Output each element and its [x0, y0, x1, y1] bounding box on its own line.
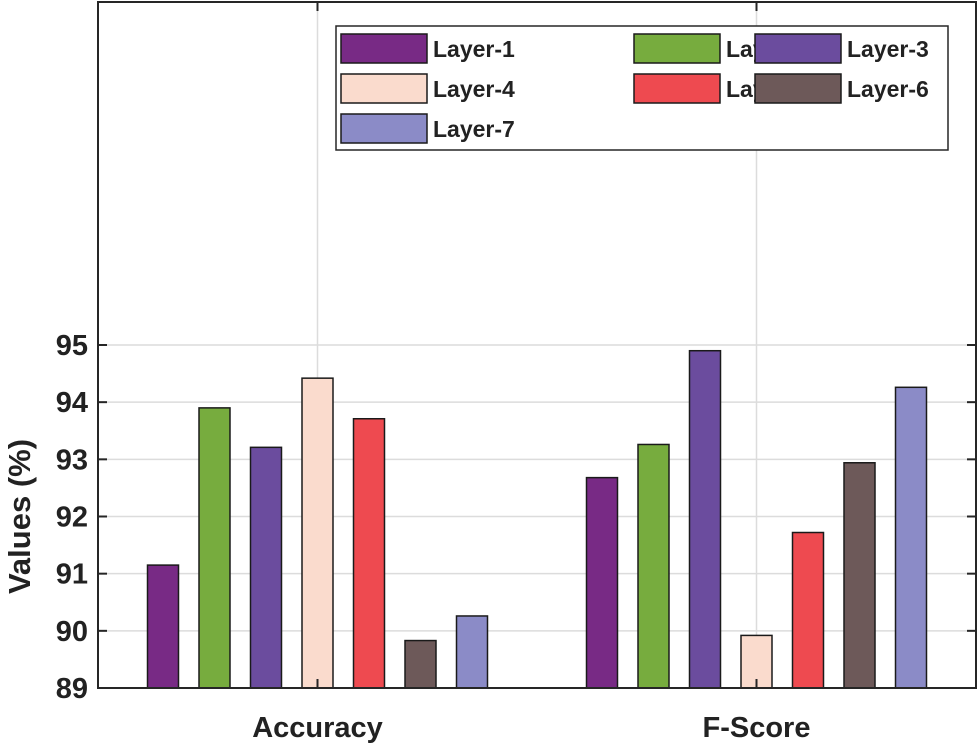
bar-layer-1-f-score	[585, 476, 619, 689]
legend-label-layer-4: Layer-4	[433, 76, 515, 102]
y-tick-label: 95	[56, 330, 88, 362]
legend-swatch-layer-7	[340, 113, 428, 144]
bar-layer-6-accuracy	[404, 639, 437, 689]
bar-layer-3-f-score	[688, 349, 722, 689]
y-tick-label: 94	[56, 387, 88, 419]
legend-swatch-layer-4	[340, 73, 428, 104]
grid-layer	[98, 2, 976, 689]
y-axis-title: Values (%)	[2, 439, 37, 594]
legend-swatch-layer-3	[754, 33, 842, 64]
bar-layer-7-f-score	[894, 386, 928, 689]
legend-swatch-layer-2	[633, 33, 721, 64]
y-tick-label: 92	[56, 502, 88, 534]
legend-label-layer-7: Layer-7	[433, 116, 515, 142]
legend-label-layer-6: Layer-6	[847, 76, 929, 102]
legend-swatch-layer-5	[633, 73, 721, 104]
y-tick-label: 91	[56, 559, 88, 591]
legend-label-layer-1: Layer-1	[433, 36, 515, 62]
legend: Layer-1Layer-2Layer-3Layer-4Layer-5Layer…	[335, 25, 949, 151]
y-tick-label: 89	[56, 673, 88, 705]
bar-layer-2-accuracy	[198, 407, 231, 689]
ticks-layer: 89 90 91 92 93 94 95 Accuracy F-Score	[56, 2, 976, 744]
legend-swatch-layer-1	[340, 33, 428, 64]
legend-label-layer-3: Layer-3	[847, 36, 929, 62]
x-category-label: F-Score	[703, 712, 811, 744]
bar-layer-5-accuracy	[352, 417, 386, 689]
y-tick-label: 93	[56, 444, 88, 476]
y-tick-label: 90	[56, 616, 88, 648]
bar-layer-5-f-score	[791, 531, 825, 689]
legend-swatch-layer-6	[754, 73, 842, 104]
bar-layer-2-f-score	[637, 443, 670, 689]
bar-layer-6-f-score	[843, 462, 876, 689]
bar-layer-3-accuracy	[249, 446, 283, 689]
bar-layer-4-accuracy	[301, 377, 334, 689]
x-category-label: Accuracy	[252, 712, 383, 744]
bars-layer	[146, 349, 928, 689]
bar-layer-1-accuracy	[146, 564, 180, 689]
bar-layer-7-accuracy	[455, 615, 489, 689]
